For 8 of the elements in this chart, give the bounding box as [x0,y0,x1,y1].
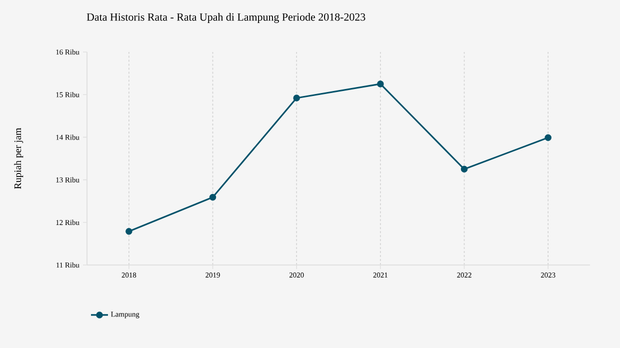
y-axis-title: Rupiah per jam [14,128,24,189]
chart-title: Data Historis Rata - Rata Upah di Lampung Periode 2018-2023 [86,13,366,23]
point [293,94,300,102]
point [544,134,552,142]
point [126,228,132,235]
point [209,194,216,201]
point [377,80,384,88]
point [460,166,468,173]
